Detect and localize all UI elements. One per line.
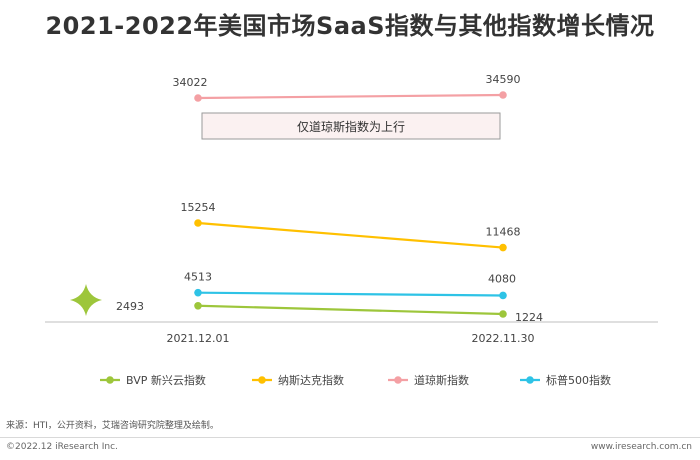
copyright-text: ©2022.12 iResearch Inc.	[6, 442, 118, 452]
legend-label-2[interactable]: 道琼斯指数	[414, 373, 469, 387]
data-point-1-1[interactable]	[499, 243, 507, 252]
legend-label-1[interactable]: 纳斯达克指数	[278, 373, 344, 387]
source-note: 来源：HTI，公开资料，艾瑞咨询研究院整理及绘制。	[6, 421, 219, 431]
data-label-0-0: 34022	[173, 76, 208, 89]
data-label-3-1: 1224	[515, 311, 543, 324]
series-line-1	[197, 221, 504, 249]
sparkle-icon	[70, 284, 102, 316]
data-point-0-1[interactable]	[499, 91, 507, 99]
data-point-0-0[interactable]	[194, 94, 202, 102]
data-point-2-1[interactable]	[499, 291, 507, 300]
series-line-3	[197, 304, 504, 316]
data-label-3-0: 2493	[116, 300, 144, 313]
annotation-text: 仅道琼斯指数为上行	[297, 119, 405, 134]
legend-swatch-dot-2	[394, 376, 402, 384]
legend-swatch-dot-3	[526, 376, 534, 384]
data-label-1-0: 15254	[181, 201, 216, 214]
data-point-2-0[interactable]	[194, 288, 202, 297]
chart-title: 2021-2022年美国市场SaaS指数与其他指数增长情况	[45, 12, 655, 40]
x-tick-label-1: 2022.11.30	[472, 332, 535, 345]
footer-divider	[0, 437, 700, 438]
website-text: www.iresearch.com.cn	[590, 442, 692, 452]
legend-swatch-dot-1	[258, 376, 266, 384]
data-label-2-0: 4513	[184, 271, 212, 284]
annotation-box	[201, 112, 501, 140]
data-label-0-1: 34590	[486, 73, 521, 86]
data-label-1-1: 11468	[486, 226, 521, 239]
series-line-2	[197, 291, 504, 297]
data-label-2-1: 4080	[488, 272, 516, 285]
legend-label-3[interactable]: 标普500指数	[546, 373, 611, 387]
series-line-0	[197, 93, 504, 100]
legend-label-0[interactable]: BVP 新兴云指数	[126, 373, 206, 387]
data-point-3-1[interactable]	[499, 310, 507, 318]
data-point-1-0[interactable]	[194, 219, 202, 227]
data-point-3-0[interactable]	[194, 301, 202, 310]
legend-swatch-dot-0	[106, 376, 114, 384]
x-tick-label-0: 2021.12.01	[167, 332, 230, 345]
